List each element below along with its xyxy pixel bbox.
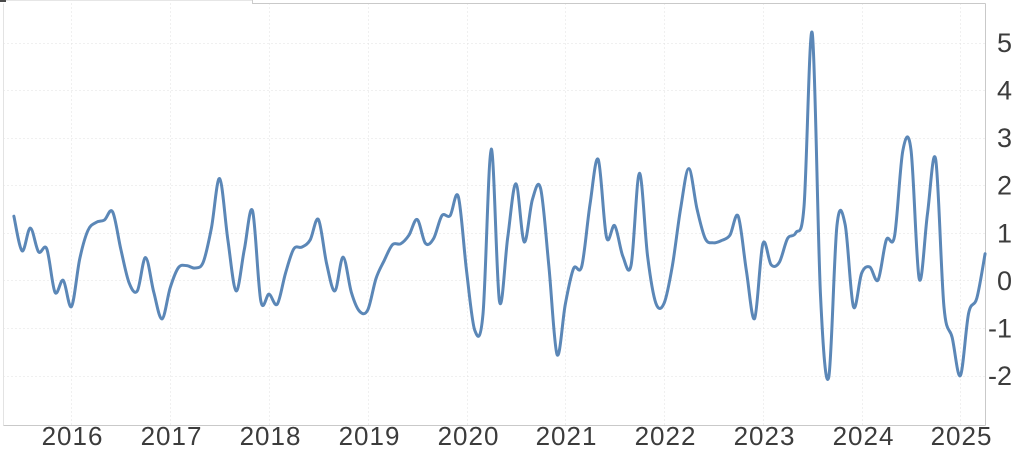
y-tick-label: 3 (997, 123, 1012, 153)
cropped-toolbar-bottom-edge (0, 0, 252, 1)
series-line (12, 30, 987, 381)
y-tick-label: 4 (997, 76, 1012, 106)
y-tick-label: -2 (988, 361, 1012, 391)
y-tick-label: 2 (997, 171, 1012, 201)
cropped-toolbar-edge-jog (252, 0, 253, 4)
y-tick-label: 5 (997, 28, 1012, 58)
cropped-ui-fragment (0, 0, 6, 2)
y-tick-label: 1 (997, 218, 1012, 248)
y-tick-label: 0 (997, 266, 1012, 296)
y-tick-label: -1 (988, 313, 1012, 343)
